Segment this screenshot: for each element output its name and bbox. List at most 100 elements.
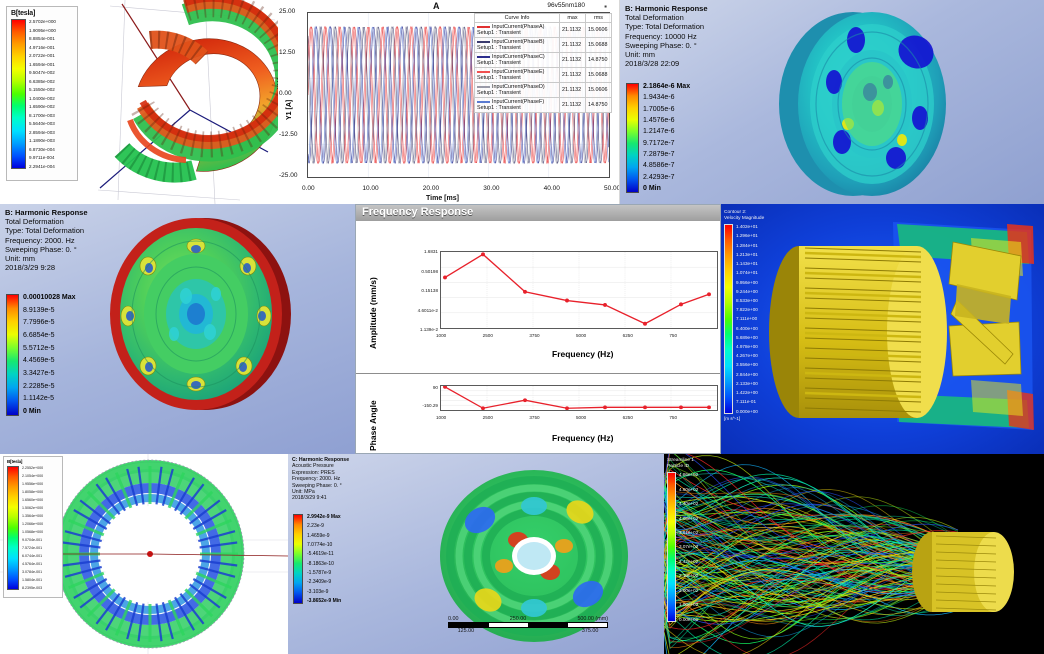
acoustic-value-2: 1.4659e-9 xyxy=(307,533,341,539)
legend-swatch xyxy=(477,71,490,73)
stator-flux-value-6: 1.3564e+000 xyxy=(22,514,43,518)
amplitude-plot-area xyxy=(440,251,718,329)
amplitude-curve xyxy=(441,252,717,328)
legend-row: InputCurrent(PhaseB) Setup1 : Transient 21… xyxy=(475,38,612,53)
harmonic-mid-line-1: Type: Total Deformation xyxy=(5,226,88,235)
cfd-value-6: 9.956e+00 xyxy=(736,280,758,285)
flux-value-9: 1.0400e-002 xyxy=(29,96,56,101)
cfd-value-20: 0.000e+00 xyxy=(736,409,758,414)
legend-max: 21.1132 xyxy=(560,68,586,83)
harmonic-top-line-2: Frequency: 10000 Hz xyxy=(625,32,708,41)
current-x-tick-4: 40.00 xyxy=(544,185,560,192)
response-data-point xyxy=(481,252,485,256)
flux-value-2: 8.8854e-001 xyxy=(29,36,56,41)
stator-flux-value-10: 7.5724e-001 xyxy=(22,546,43,550)
flux-legend-title: B[tesla] xyxy=(11,10,73,17)
harmonic-mid-value-0: 0.00010028 Max xyxy=(23,294,76,302)
harmonic-mid-value-6: 3.3427e-5 xyxy=(23,370,76,378)
stator-flux-value-2: 1.9556e+000 xyxy=(22,482,43,486)
flux-value-13: 2.8594e-003 xyxy=(29,130,56,135)
current-y-tick-1: 12.50 xyxy=(279,49,295,56)
harmonic-mid-value-5: 4.4569e-5 xyxy=(23,357,76,365)
current-x-axis-label: Time [ms] xyxy=(426,195,459,202)
amplitude-x-tick-5: 750 xyxy=(669,333,677,338)
stator-flux-colorbar xyxy=(7,466,19,590)
response-data-point xyxy=(565,299,569,303)
legend-rms: 14.8750 xyxy=(586,98,612,113)
phase-y-tick-1: -150.29 xyxy=(396,403,438,408)
current-x-tick-1: 10.00 xyxy=(362,185,378,192)
acoustic-value-9: -3.8652e-9 Min xyxy=(307,598,341,604)
acoustic-value-1: 2.23e-9 xyxy=(307,523,341,529)
legend-rms: 15.0688 xyxy=(586,68,612,83)
flux-value-8: 5.1550e-002 xyxy=(29,87,56,92)
amplitude-y-label: Amplitude (mm/s) xyxy=(368,277,378,349)
flux-value-1: 1.9095e+000 xyxy=(29,28,56,33)
cfd-value-7: 9.244e+00 xyxy=(736,289,758,294)
harmonic-top-colorbar xyxy=(626,83,639,193)
amplitude-y-tick-1: 0.50198 xyxy=(396,269,438,274)
cfd-value-12: 5.689e+00 xyxy=(736,335,758,340)
harmonic-top-value-6: 7.2879e-7 xyxy=(643,151,690,159)
stator-flux-value-3: 1.8058e+000 xyxy=(22,490,43,494)
cfd-value-9: 7.822e+00 xyxy=(736,307,758,312)
response-data-point xyxy=(481,406,485,410)
cfd-value-11: 6.400e+00 xyxy=(736,326,758,331)
stator-flux-value-8: 1.0568e+000 xyxy=(22,530,43,534)
flux-value-15: 6.8730e-004 xyxy=(29,147,56,152)
phase-plot-area xyxy=(440,385,718,411)
legend-series-setup: Setup1 : Transient xyxy=(477,75,521,81)
cfd-value-3: 1.213e+01 xyxy=(736,252,758,257)
harmonic-top-value-5: 9.7172e-7 xyxy=(643,140,690,148)
stator-flux-value-1: 2.1054e+000 xyxy=(22,474,43,478)
cfd-value-19: 7.111e-01 xyxy=(736,399,758,404)
legend-max: 21.1132 xyxy=(560,53,586,68)
flux-value-5: 1.6594e-001 xyxy=(29,62,56,67)
response-data-point xyxy=(707,405,711,409)
harmonic-mid-title: B: Harmonic Response xyxy=(5,208,88,217)
subplot-divider xyxy=(356,373,720,374)
cfd-legend-unit: [m s^-1] xyxy=(724,416,786,421)
harmonic-mid-line-4: Unit: mm xyxy=(5,254,88,263)
legend-rms: 15.0688 xyxy=(586,38,612,53)
acoustic-value-6: -1.5787e-9 xyxy=(307,570,341,576)
streamline-value-6: 2.42e+02 xyxy=(679,559,698,564)
harmonic-top-value-1: 1.9434e-6 xyxy=(643,94,690,102)
flux-value-7: 6.6385e-002 xyxy=(29,79,56,84)
flux-value-17: 2.2941e-004 xyxy=(29,164,56,169)
harmonic-top-value-9: 0 Min xyxy=(643,185,690,193)
harmonic-top-line-0: Total Deformation xyxy=(625,13,708,22)
legend-max: 21.1132 xyxy=(560,23,586,38)
harmonic-mid-value-3: 6.6854e-5 xyxy=(23,332,76,340)
streamline-value-10: 0.00e+00 xyxy=(679,617,698,622)
current-x-tick-3: 30.00 xyxy=(483,185,499,192)
legend-series-setup: Setup1 : Transient xyxy=(477,45,521,51)
streamline-value-5: 3.07e+02 xyxy=(679,544,698,549)
current-x-tick-0: 0.00 xyxy=(302,185,315,192)
frequency-response-titlebar[interactable]: Frequency Response xyxy=(356,205,720,221)
stator-flux-values: 2.2552e+000 2.1054e+000 1.9556e+000 1.8058e… xyxy=(22,466,43,590)
harmonic-mid-colorbar xyxy=(6,294,19,416)
panel-harmonic-response-10000hz: B: Harmonic Response Total Deformation T… xyxy=(620,0,1044,204)
acoustic-value-3: 7.0774e-10 xyxy=(307,542,341,548)
phase-subplot: Phase Angle 90 -150.29 1000 2500 3750 5000 62… xyxy=(356,377,720,454)
legend-header-max: max xyxy=(560,14,586,23)
design-name-label: 96v55nm180 xyxy=(547,2,585,9)
response-data-point xyxy=(443,275,447,279)
flux-value-4: 2.0722e-001 xyxy=(29,53,56,58)
response-data-point xyxy=(679,302,683,306)
panel-harmonic-response-2000hz: B: Harmonic Response Total Deformation T… xyxy=(0,204,355,454)
panel-stator-flux-section: B[tesla] 2.2552e+000 2.1054e+000 1.9556e+0… xyxy=(0,454,288,654)
stator-flux-legend-box: B[tesla] 2.2552e+000 2.1054e+000 1.9556e+0… xyxy=(3,456,63,598)
streamline-value-2: 4.40e+02 xyxy=(679,501,698,506)
panel-frequency-response-window: Frequency Response Amplitude (mm/s) 1.68… xyxy=(355,204,721,454)
cfd-value-13: 4.978e+00 xyxy=(736,344,758,349)
harmonic-top-line-3: Sweeping Phase: 0. ° xyxy=(625,41,708,50)
streamline-legend-title-2: Particle ID xyxy=(667,464,723,470)
chart-menu-icon[interactable]: ▪ xyxy=(604,2,607,11)
phase-y-label: Phase Angle xyxy=(368,400,378,451)
response-data-point xyxy=(643,322,647,326)
legend-swatch xyxy=(477,86,490,88)
cfd-legend-title-2: Velocity Magnitude xyxy=(724,216,786,222)
current-y-tick-4: -25.00 xyxy=(279,172,297,179)
